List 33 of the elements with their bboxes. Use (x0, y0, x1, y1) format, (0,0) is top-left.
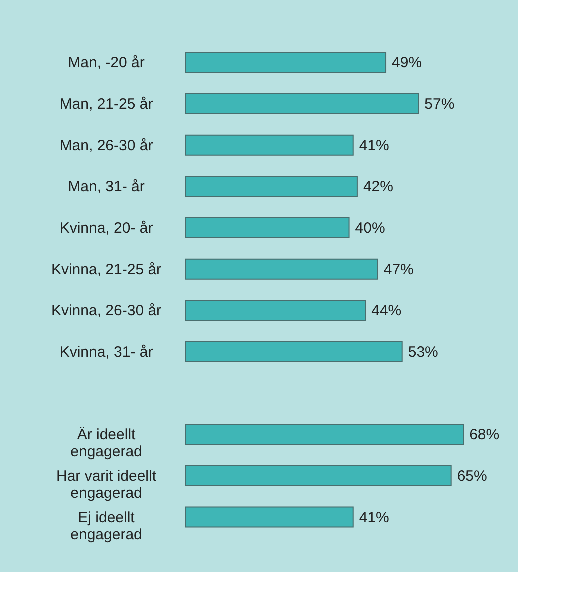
y-tick-label: Man, 21-25 år (60, 96, 154, 114)
y-tick-label: Man, 31- år (68, 178, 145, 196)
bar (186, 52, 387, 74)
y-tick-label: Kvinna, 21-25 år (51, 261, 162, 278)
bar (186, 300, 366, 322)
data-label: 41% (359, 509, 390, 526)
data-label: 47% (384, 261, 414, 278)
data-label: 68% (470, 426, 500, 444)
bar (186, 424, 464, 446)
bar (186, 341, 403, 362)
data-label: 57% (424, 96, 455, 114)
y-tick-label: Är ideellt engagerad (70, 426, 142, 461)
data-label: 53% (408, 344, 438, 361)
y-tick-label: Kvinna, 20- år (60, 220, 154, 238)
bar (186, 218, 350, 239)
data-label: 49% (392, 54, 422, 72)
y-tick-label: Kvinna, 26-30 år (51, 302, 162, 320)
data-label: 42% (363, 178, 394, 196)
bar (186, 258, 378, 280)
y-tick-label: Man, 26-30 år (60, 137, 154, 154)
data-label: 65% (457, 468, 488, 485)
data-label: 44% (372, 302, 402, 320)
bar (186, 176, 358, 198)
y-tick-label: Man, -20 år (68, 54, 145, 72)
bar (186, 506, 354, 528)
bar (186, 94, 420, 115)
data-label: 40% (355, 220, 386, 238)
y-tick-label: Ej ideellt engagerad (70, 509, 142, 544)
bar (186, 465, 452, 486)
y-tick-label: Har varit ideellt engagerad (56, 468, 158, 502)
data-label: 41% (359, 137, 390, 154)
y-tick-label: Kvinna, 31- år (60, 344, 154, 361)
bar (186, 134, 354, 156)
